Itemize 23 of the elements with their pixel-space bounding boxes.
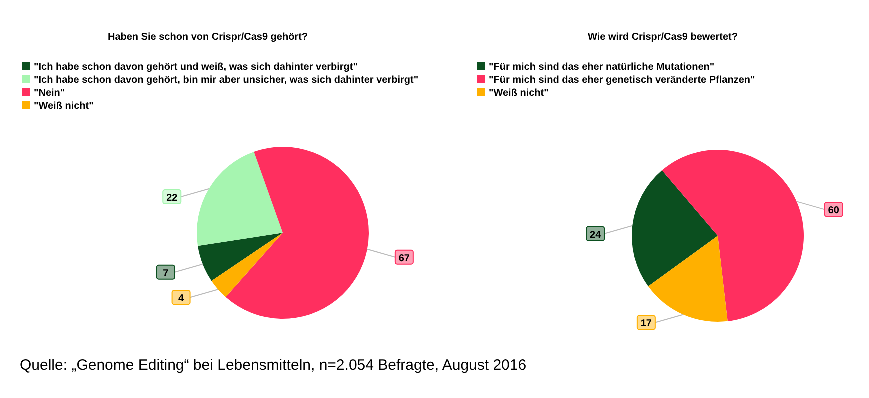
legend-label: "Für mich sind das eher genetisch veränderte Pflanzen" bbox=[489, 75, 756, 86]
legend-label: "Nein" bbox=[34, 88, 66, 99]
pie-slice bbox=[198, 233, 283, 282]
legend-label: "Für mich sind das eher natürliche Mutationen" bbox=[489, 62, 715, 73]
legend-label: "Ich habe schon davon gehört und weiß, was sich dahinter verbirgt" bbox=[34, 62, 358, 73]
data-label: 60 bbox=[828, 206, 840, 217]
legend-label: "Weiß nicht" bbox=[489, 88, 550, 99]
pie-slice bbox=[226, 147, 369, 319]
pie-slice bbox=[212, 233, 283, 298]
data-label: 67 bbox=[398, 253, 410, 264]
chart-title: Wie wird Crispr/Cas9 bewertet? bbox=[588, 32, 738, 43]
legend-label: "Weiß nicht" bbox=[34, 101, 94, 112]
data-label: 4 bbox=[178, 294, 185, 305]
data-label: 17 bbox=[640, 318, 652, 330]
data-label: 7 bbox=[163, 268, 170, 280]
legend-label: "Ich habe schon davon gehört, bin mir aber unsicher, was sich dahinter verbirgt" bbox=[34, 75, 419, 86]
pie-slice bbox=[662, 150, 804, 322]
source-note: Quelle: „Genome Editing“ bei Lebensmitteln, n=2.054 Befragte, August 2016 bbox=[20, 357, 527, 374]
chart-title: Haben Sie schon von Crispr/Cas9 gehört? bbox=[108, 32, 308, 43]
pie-slice bbox=[632, 170, 718, 287]
pie-slice bbox=[197, 152, 283, 246]
data-label: 22 bbox=[166, 192, 178, 204]
data-label: 24 bbox=[590, 230, 602, 241]
